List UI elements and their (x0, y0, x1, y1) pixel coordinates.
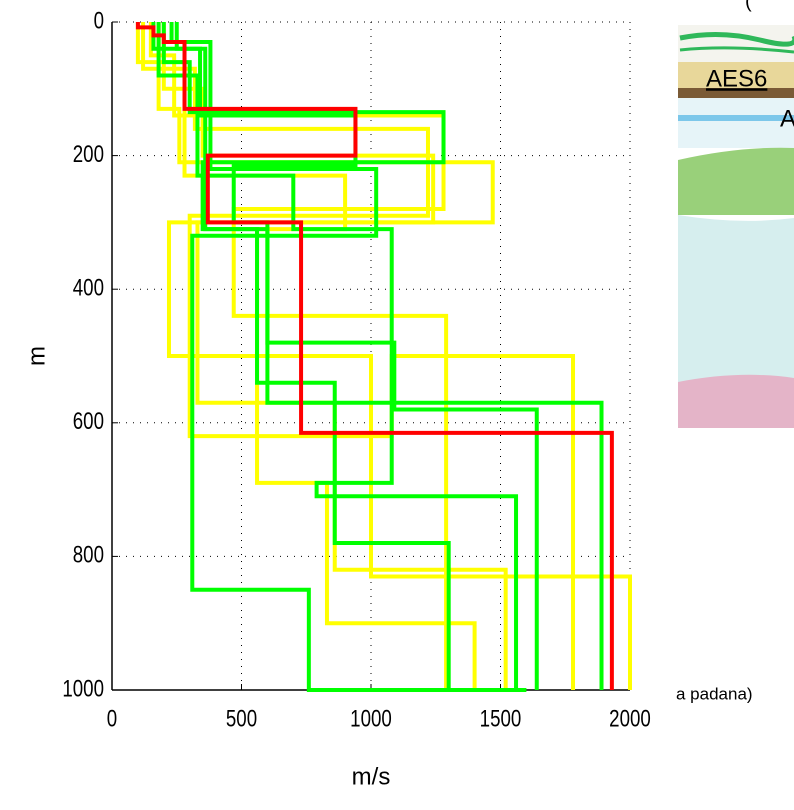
figure-label: a padana) (676, 684, 753, 703)
figure-label: A (780, 105, 794, 132)
x-axis-label: m/s (352, 763, 391, 790)
x-tick-label: 500 (226, 705, 257, 732)
y-tick-label: 800 (73, 542, 104, 569)
band (678, 215, 794, 382)
x-tick-label: 1000 (350, 705, 392, 732)
y-tick-label: 0 (94, 7, 104, 34)
y-tick-label: 400 (73, 274, 104, 301)
geology-image: ( AES6 A a padana) (676, 0, 794, 703)
x-tick-label: 2000 (609, 705, 651, 732)
x-tick-label: 0 (107, 705, 117, 732)
x-tick-label: 1500 (480, 705, 522, 732)
y-tick-label: 200 (73, 141, 104, 168)
band (678, 115, 794, 121)
band (678, 375, 794, 428)
y-tick-label: 1000 (62, 675, 104, 702)
plot: 0 500 1000 1500 2000 0 200 400 600 800 1000 m/s m (23, 7, 650, 790)
page: ( AES6 A a padana) 0 500 1000 1500 2000 0 200 4… (0, 0, 794, 805)
band (678, 98, 794, 148)
figure-label: ( (745, 0, 752, 12)
figure-label: AES6 (706, 65, 767, 92)
band (678, 148, 794, 215)
y-axis-label: m (23, 346, 50, 366)
y-tick-label: 600 (73, 408, 104, 435)
